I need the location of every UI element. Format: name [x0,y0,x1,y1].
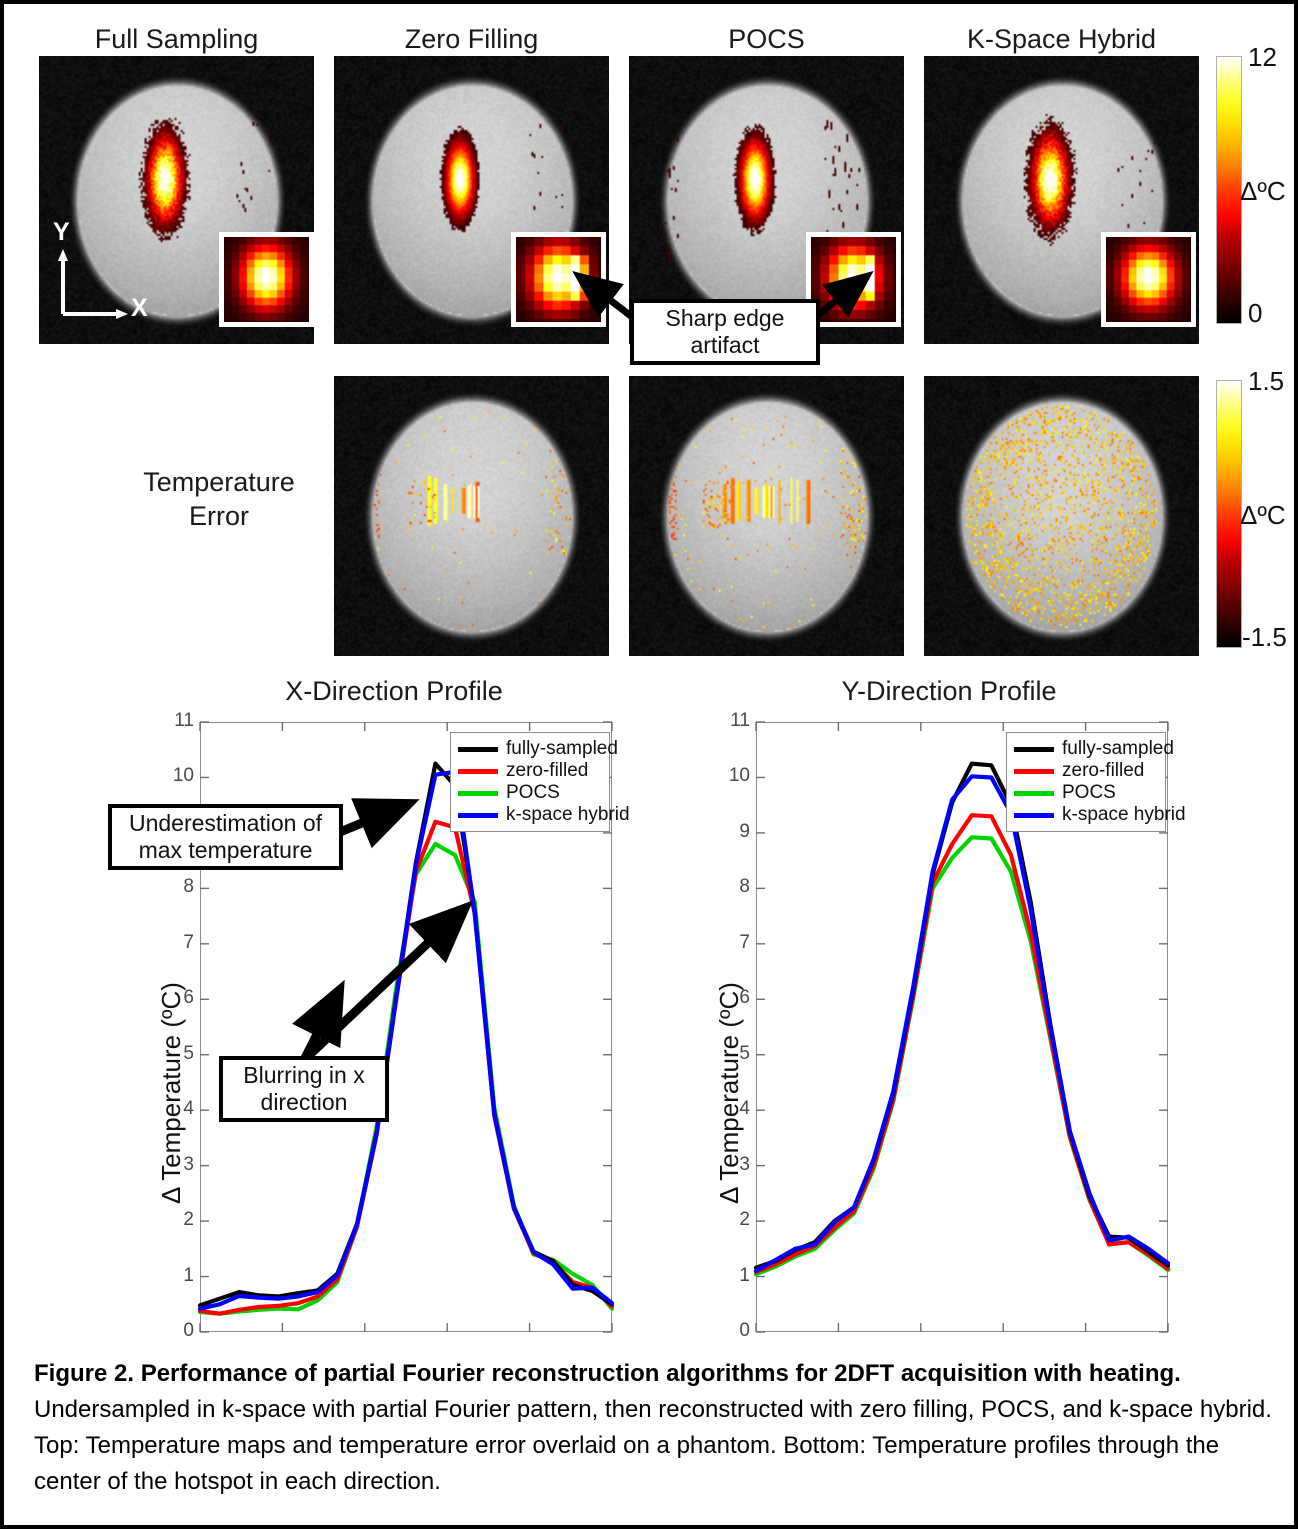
error-colorbar-unit-label: ΔºC [1240,500,1286,530]
legend-item: POCS [1014,782,1158,804]
tick-label: 7 [739,931,750,953]
legend-item: zero-filled [1014,760,1158,782]
tick-label: 8 [739,876,750,898]
tick-label: 5 [183,1042,194,1064]
underestimation-text: Underestimation of max temperature [128,809,323,863]
legend-label: k-space hybrid [1062,804,1186,825]
sharp-edge-artifact-text: Sharp edge artifact [665,304,785,358]
tick-label: 2 [739,1209,750,1231]
legend-swatch [1014,790,1054,796]
temperature-error-map-k-space-hybrid [924,376,1199,656]
legend-swatch [458,768,498,774]
x-profile-legend: fully-sampled zero-filled POCS k-space hybr… [450,732,630,832]
hotspot-inset-full-sampling [219,232,314,327]
tick-label: 10 [172,765,194,787]
legend-swatch [458,790,498,796]
y-profile-title: Y-Direction Profile [841,676,1057,706]
temperature-error-map-pocs [629,376,904,656]
figure-caption-rest: Undersampled in k-space with partial Fou… [34,1396,1272,1495]
panel-title-zero-filling: Zero Filling [404,24,539,54]
temperature-error-map-zero-filling [334,376,609,656]
temperature-colorbar-unit-label: ΔºC [1240,176,1286,206]
temperature-map-k-space-hybrid [924,56,1199,344]
temperature-colorbar-min-label: 0 [1248,298,1263,328]
legend-label: fully-sampled [1062,738,1174,759]
temperature-colorbar [1216,56,1242,324]
legend-swatch [1014,812,1054,818]
blurring-text: Blurring in x direction [243,1061,365,1115]
legend-item: fully-sampled [1014,738,1174,760]
tick-label: 1 [183,1264,194,1286]
legend-label: fully-sampled [506,738,618,759]
temperature-error-row-label: Temperature Error [109,466,329,534]
temperature-error-label-line2: Error [189,500,249,531]
legend-label: zero-filled [506,760,589,781]
tick-label: 4 [183,1098,194,1120]
legend-label: POCS [1062,782,1116,803]
legend-item: fully-sampled [458,738,618,760]
tick-label: 5 [739,1042,750,1064]
figure-caption: Figure 2. Performance of partial Fourier… [34,1356,1272,1500]
tick-label: 3 [739,1153,750,1175]
tick-label: 10 [728,765,750,787]
legend-item: zero-filled [458,760,602,782]
tick-label: 2 [183,1209,194,1231]
temperature-colorbar-max-label: 12 [1248,42,1277,72]
tick-label: 7 [183,931,194,953]
sharp-edge-artifact-callout: Sharp edge artifact [630,299,820,365]
tick-label: 4 [739,1098,750,1120]
temperature-error-label-line1: Temperature [143,467,295,497]
legend-item: k-space hybrid [458,804,630,826]
legend-swatch [458,812,498,818]
tick-label: 8 [183,876,194,898]
blurring-callout: Blurring in x direction [219,1056,389,1122]
legend-item: k-space hybrid [1014,804,1186,826]
tick-label: 6 [739,987,750,1009]
panel-title-pocs: POCS [728,24,805,54]
legend-label: POCS [506,782,560,803]
x-profile-title: X-Direction Profile [285,676,503,706]
hotspot-inset-pocs [806,232,901,327]
tick-label: 6 [183,987,194,1009]
underestimation-callout: Underestimation of max temperature [108,804,343,870]
legend-swatch [1014,746,1054,752]
error-colorbar [1216,380,1242,648]
error-colorbar-max-label: 1.5 [1248,366,1285,396]
legend-swatch [458,746,498,752]
tick-label: 3 [183,1153,194,1175]
panel-title-full-sampling: Full Sampling [94,24,259,54]
legend-swatch [1014,768,1054,774]
panel-title-k-space-hybrid: K-Space Hybrid [966,24,1157,54]
tick-label: 9 [739,820,750,842]
tick-label: 11 [730,710,750,731]
temperature-map-full-sampling [39,56,314,344]
y-profile-legend: fully-sampled zero-filled POCS k-space hybr… [1006,732,1186,832]
legend-label: zero-filled [1062,760,1145,781]
error-colorbar-min-label: -1.5 [1242,622,1287,652]
tick-label: 0 [183,1320,194,1341]
figure-caption-bold: Figure 2. Performance of partial Fourier… [34,1360,1181,1387]
tick-label: 1 [739,1264,750,1286]
hotspot-inset-k-space-hybrid [1101,232,1196,327]
tick-label: 11 [174,710,194,731]
hotspot-inset-zero-filling [511,232,606,327]
legend-item: POCS [458,782,602,804]
legend-label: k-space hybrid [506,804,630,825]
tick-label: 0 [739,1320,750,1341]
